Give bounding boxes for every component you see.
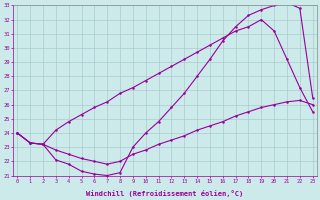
- X-axis label: Windchill (Refroidissement éolien,°C): Windchill (Refroidissement éolien,°C): [86, 190, 244, 197]
